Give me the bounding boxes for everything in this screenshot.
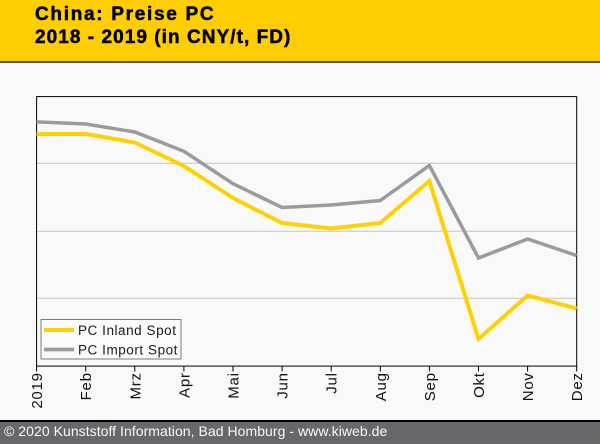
svg-text:PC Import Spot: PC Import Spot [78, 343, 178, 358]
svg-text:Okt: Okt [471, 372, 488, 398]
svg-text:Jul: Jul [324, 372, 341, 393]
svg-text:Apr: Apr [176, 372, 193, 398]
svg-text:Dez: Dez [569, 372, 586, 401]
svg-text:Nov: Nov [520, 372, 537, 401]
svg-text:Sep: Sep [422, 372, 439, 401]
svg-text:Jun: Jun [275, 372, 292, 398]
svg-text:Feb: Feb [78, 372, 95, 400]
svg-text:Mai: Mai [226, 372, 243, 398]
svg-text:Mrz: Mrz [127, 372, 144, 399]
svg-text:2019: 2019 [29, 372, 46, 408]
svg-text:PC Inland Spot: PC Inland Spot [78, 323, 177, 338]
svg-text:Aug: Aug [373, 372, 390, 401]
